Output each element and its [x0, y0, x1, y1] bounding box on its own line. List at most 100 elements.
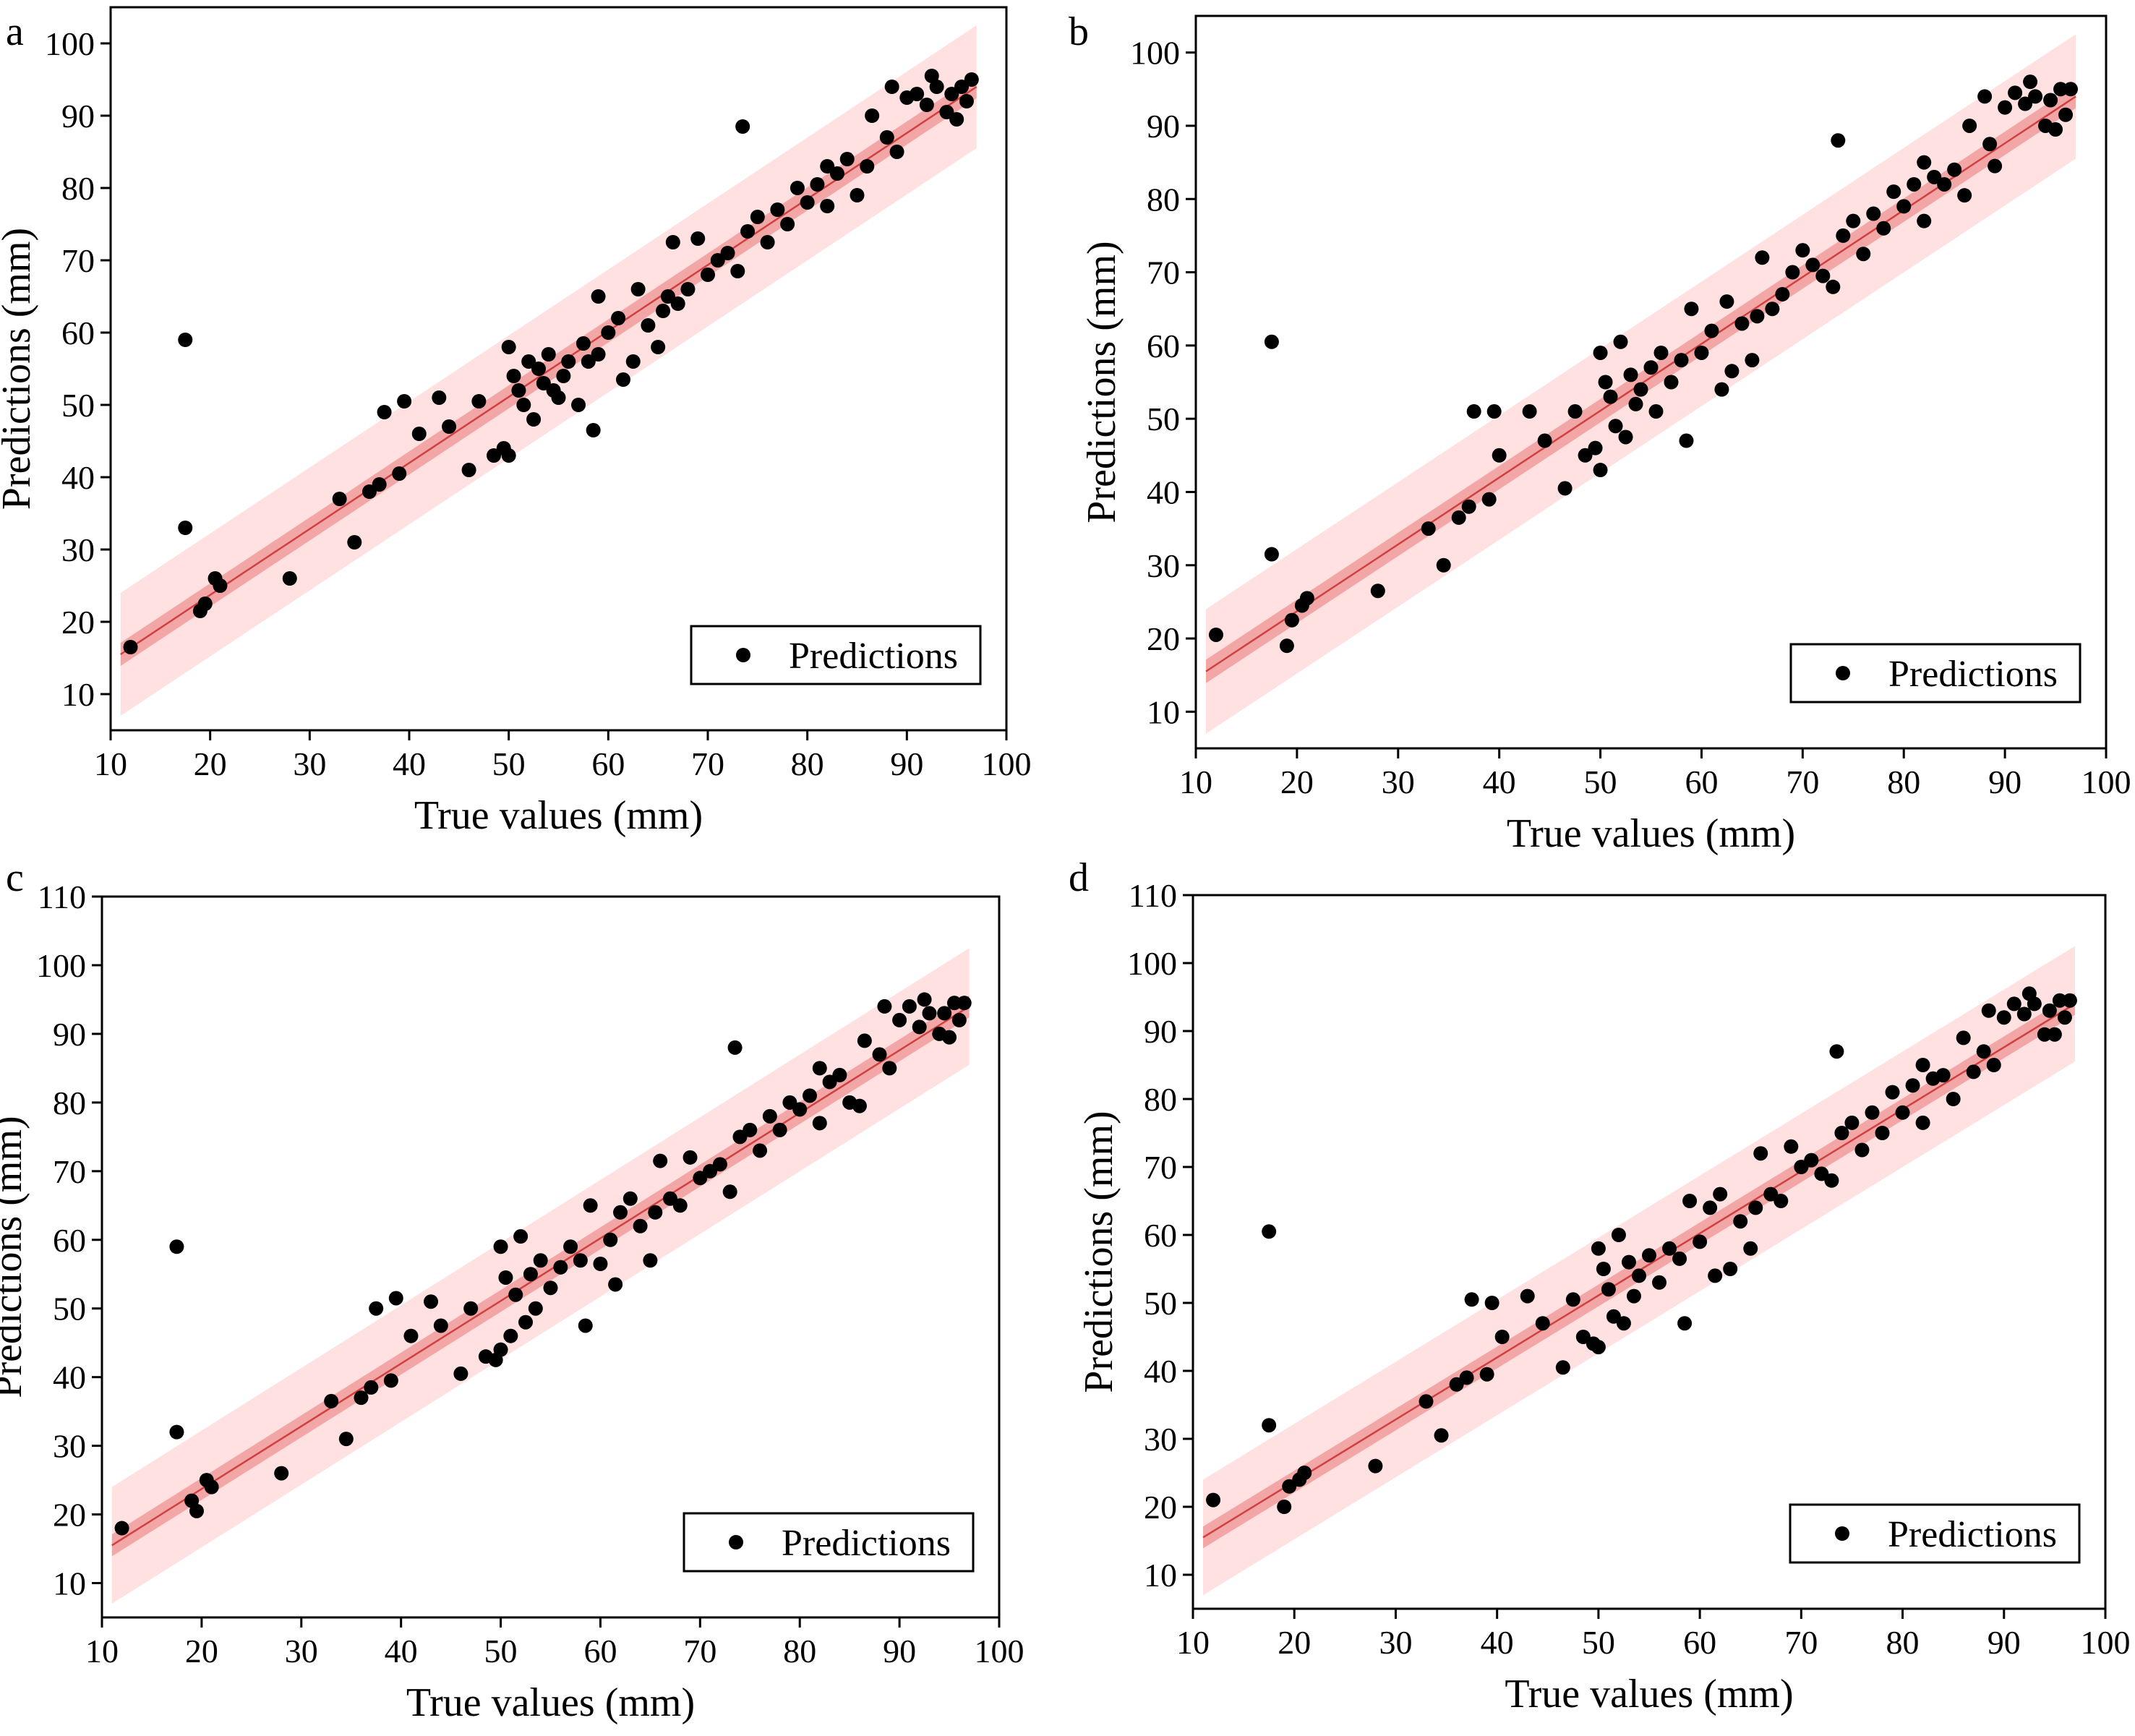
data-point	[516, 398, 531, 412]
data-point	[877, 999, 892, 1014]
data-point	[1591, 1241, 1606, 1256]
data-point	[189, 1503, 204, 1518]
data-point	[820, 159, 835, 174]
data-point	[1996, 1010, 2011, 1025]
data-point	[1876, 221, 1891, 236]
data-point	[1885, 1085, 1900, 1100]
x-tick-label: 10	[1176, 1624, 1210, 1661]
data-point	[2047, 1027, 2062, 1042]
plot-frame	[109, 6, 1008, 732]
data-point	[917, 992, 932, 1007]
data-point	[1917, 155, 1932, 170]
data-point	[1484, 1296, 1499, 1310]
data-point	[1672, 1251, 1687, 1266]
data-point	[1829, 1044, 1844, 1059]
data-point	[1633, 382, 1648, 397]
data-point	[1865, 1105, 1880, 1120]
data-point	[1814, 1166, 1829, 1181]
data-point	[1719, 294, 1734, 309]
data-point	[1750, 309, 1765, 324]
data-point	[902, 999, 917, 1014]
data-point	[463, 1301, 479, 1316]
data-point	[1626, 1288, 1641, 1304]
y-tick-label: 20	[53, 1497, 86, 1534]
data-point	[951, 1012, 967, 1027]
data-point	[1264, 334, 1279, 349]
data-point	[630, 282, 646, 296]
data-point	[812, 1061, 827, 1076]
data-point	[919, 98, 934, 112]
data-point	[1927, 169, 1942, 184]
data-point	[197, 597, 213, 611]
data-point	[1714, 382, 1729, 397]
y-axis-label: Predictions (mm)	[1077, 1111, 1121, 1393]
data-point	[633, 1218, 648, 1233]
data-point	[1631, 1268, 1646, 1283]
y-tick-label: 50	[1147, 401, 1180, 437]
x-tick-label: 30	[1382, 764, 1415, 800]
data-point	[2006, 996, 2021, 1012]
data-point	[910, 87, 925, 101]
data-point	[670, 296, 685, 311]
y-tick-label: 110	[38, 878, 86, 915]
data-point	[1206, 1492, 1221, 1508]
y-tick-label: 30	[61, 531, 95, 568]
y-tick-label: 60	[61, 315, 95, 351]
data-point	[1947, 162, 1962, 177]
data-point	[959, 94, 974, 108]
data-point	[1734, 316, 1750, 331]
data-point	[377, 405, 392, 419]
data-point	[523, 1267, 538, 1282]
data-point	[1492, 448, 1507, 463]
x-tick-label: 20	[1278, 1624, 1311, 1661]
data-point	[712, 1157, 727, 1172]
x-tick-label: 90	[883, 1633, 916, 1669]
data-point	[1917, 213, 1932, 228]
x-tick-label: 80	[1886, 1624, 1920, 1661]
data-point	[2058, 107, 2074, 122]
legend-label: Predictions	[789, 636, 958, 677]
data-point	[730, 264, 745, 278]
data-point	[461, 463, 476, 477]
data-point	[722, 1184, 737, 1200]
x-tick-label: 50	[492, 745, 526, 782]
y-tick-label: 90	[1144, 1013, 1177, 1050]
data-point	[1262, 1224, 1277, 1239]
data-point	[2016, 1006, 2032, 1022]
data-point	[1282, 1479, 1297, 1494]
data-point	[613, 1205, 628, 1220]
data-point	[812, 1116, 827, 1131]
data-point	[1962, 118, 1977, 133]
data-point	[1966, 1064, 1981, 1079]
x-tick-label: 60	[1685, 764, 1718, 800]
legend-label: Predictions	[1888, 1514, 2057, 1555]
data-point	[1593, 345, 1608, 360]
x-tick-label: 70	[683, 1633, 716, 1669]
y-tick-label: 110	[1129, 877, 1177, 914]
data-point	[347, 535, 362, 550]
data-point	[1419, 1394, 1434, 1409]
data-point	[2037, 1027, 2052, 1042]
data-point	[922, 1006, 937, 1021]
data-point	[964, 72, 979, 87]
data-point	[1684, 302, 1699, 317]
data-point	[912, 1019, 927, 1035]
data-point	[1748, 1200, 1763, 1215]
y-tick-label: 90	[53, 1016, 86, 1053]
data-point	[1591, 1340, 1606, 1355]
data-point	[1915, 1115, 1930, 1130]
data-point	[1628, 396, 1643, 411]
x-axis-label: True values (mm)	[406, 1680, 695, 1725]
data-point	[656, 304, 671, 318]
data-point	[683, 1150, 698, 1165]
data-point	[1479, 1367, 1494, 1382]
data-point	[1593, 463, 1608, 478]
data-point	[937, 1006, 952, 1021]
data-point	[1724, 364, 1740, 379]
data-point	[364, 1380, 379, 1395]
data-point	[1588, 440, 1603, 456]
data-point	[780, 217, 795, 231]
y-tick-label: 90	[1147, 108, 1180, 145]
data-point	[361, 484, 377, 499]
panel-letter: b	[1069, 9, 1089, 54]
